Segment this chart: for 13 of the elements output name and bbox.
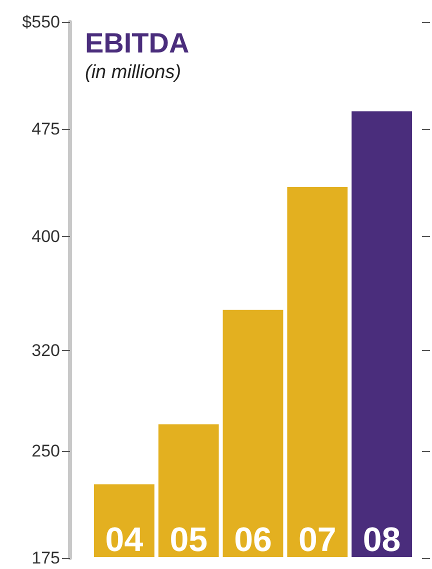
y-tick-label: 400	[32, 226, 60, 246]
x-tick-label: 06	[234, 521, 272, 559]
y-tick-label: $550	[22, 12, 60, 32]
y-tick-label: 250	[32, 441, 60, 460]
text: (in millions)	[85, 62, 182, 83]
y-tick-label: 475	[32, 120, 60, 139]
x-tick-label: 07	[298, 521, 336, 559]
y-tick-label: 320	[32, 341, 60, 360]
x-tick-label: 08	[362, 521, 401, 559]
chart-title: EBITDA	[85, 28, 190, 58]
x-tick-label: 04	[105, 521, 144, 559]
x-tick-label: 05	[170, 521, 208, 559]
y-tick-label: 175	[32, 548, 60, 568]
